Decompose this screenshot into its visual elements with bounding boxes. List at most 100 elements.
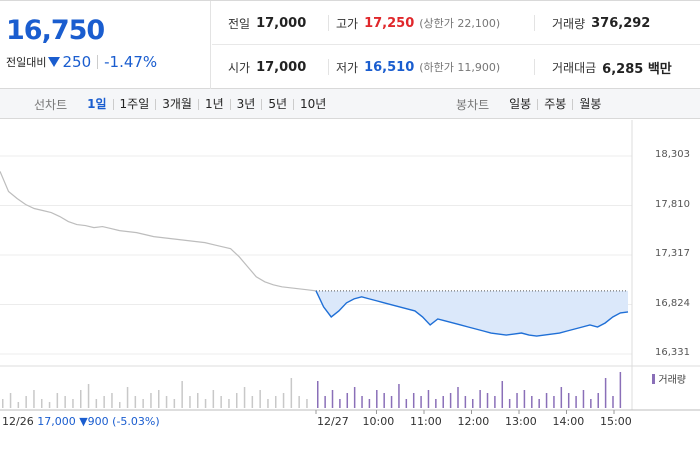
x-tick-label: 10:00	[362, 415, 395, 428]
volume-bar	[95, 399, 98, 408]
volume-bar	[604, 378, 607, 408]
volume-bar	[87, 384, 90, 408]
down-triangle-icon	[48, 57, 61, 67]
volume-bar	[582, 390, 585, 408]
period-tab-5[interactable]: 5년	[261, 98, 293, 110]
volume-bar	[228, 399, 230, 408]
divider	[328, 15, 329, 31]
volume-bar	[442, 396, 444, 408]
today-fill-area	[316, 290, 628, 337]
previous-day-line	[0, 171, 317, 292]
volume-bar	[17, 402, 20, 408]
volume-bar	[368, 399, 371, 408]
x-tick-label: 12/27	[317, 415, 349, 428]
period-tab-6[interactable]: 10년	[293, 98, 332, 110]
volume-bar	[173, 399, 176, 408]
volume-bar	[464, 396, 467, 408]
volume-bar	[306, 399, 308, 408]
volume-bar	[560, 387, 563, 408]
volume-bar	[472, 399, 474, 408]
volume-bar	[282, 393, 285, 408]
volume-bar	[405, 399, 408, 408]
volume-bar	[553, 396, 555, 408]
chart-toolbar: 선차트 1일 1주일 3개월 1년 3년 5년 10년 봉차트 일봉 주봉 월봉	[0, 89, 700, 119]
volume-bar	[80, 390, 82, 408]
volume-bar	[376, 390, 378, 408]
divider	[328, 59, 329, 75]
stat-label: 고가	[336, 16, 359, 31]
volume-bar	[597, 393, 599, 408]
volume-bar	[457, 387, 459, 408]
volume-bar	[212, 390, 215, 408]
line-chart-periods: 선차트 1일 1주일 3개월 1년 3년 5년 10년	[34, 89, 332, 119]
period-tab-0[interactable]: 1일	[87, 96, 107, 111]
quote-header: 16,750 전일대비 250 -1.47% 전일 17,000 고가 17,2…	[0, 0, 700, 89]
candle-tab-1[interactable]: 주봉	[537, 98, 572, 110]
volume-bar	[236, 393, 238, 408]
volume-bar	[126, 387, 129, 408]
volume-bar	[290, 378, 293, 408]
stat-value: 17,000	[256, 59, 307, 75]
price-chart: 12/26 17,000 ▼900 (-5.03%) 거래량 18,303 17,…	[0, 120, 700, 450]
volume-bar	[353, 387, 356, 408]
volume-bar	[251, 396, 254, 408]
x-tick-label: 14:00	[552, 415, 585, 428]
current-price: 16,750	[6, 15, 105, 46]
volume-bar	[508, 399, 511, 408]
period-tab-3[interactable]: 1년	[197, 98, 230, 110]
y-tick-label: 16,824	[655, 297, 690, 309]
volume-legend: 거래량	[652, 371, 686, 386]
y-tick-label: 17,810	[655, 198, 690, 210]
volume-bar	[420, 396, 422, 408]
period-tab-2[interactable]: 3개월	[155, 98, 198, 110]
volume-bar	[412, 393, 415, 408]
stat-label: 시가	[228, 60, 251, 75]
volume-bar	[134, 396, 137, 408]
candle-tab-2[interactable]: 월봉	[572, 98, 607, 110]
x-tick-label: 11:00	[410, 415, 442, 428]
price-box: 16,750 전일대비 250 -1.47%	[0, 1, 211, 89]
stat-label: 거래대금	[552, 60, 597, 75]
volume-bar	[494, 396, 496, 408]
volume-bar	[339, 399, 341, 408]
volume-bar	[41, 399, 43, 408]
volume-bar	[189, 396, 191, 408]
volume-bar	[64, 396, 66, 408]
x-tick-label: 12:00	[457, 415, 490, 428]
change-percent: -1.47%	[104, 53, 158, 71]
volume-bar	[501, 381, 504, 408]
stats-row-1: 전일 17,000 고가 17,250 (상한가 22,100) 거래량 376…	[212, 1, 700, 45]
volume-swatch	[652, 373, 656, 384]
stat-limit: (하한가 11,900)	[419, 61, 501, 74]
y-tick-label: 17,317	[655, 248, 690, 259]
prev-day-info: 12/26 17,000 ▼900 (-5.03%)	[2, 415, 160, 428]
x-tick-label: 15:00	[600, 415, 632, 428]
volume-bar	[575, 396, 577, 408]
volume-bar	[590, 399, 592, 408]
x-tick-label: 13:00	[505, 415, 537, 428]
divider	[534, 15, 535, 31]
volume-bar	[204, 399, 207, 408]
volume-bar	[545, 393, 548, 408]
volume-bar	[2, 399, 4, 408]
volume-bar	[567, 393, 570, 408]
volume-bar	[427, 390, 430, 408]
volume-bar	[56, 393, 59, 408]
stat-value: 16,510	[364, 59, 415, 75]
today-price-line	[315, 290, 629, 337]
volume-bar	[531, 396, 533, 408]
stat-value: 6,285 백만	[602, 61, 672, 77]
volume-bar	[361, 396, 363, 408]
volume-bar	[435, 399, 437, 408]
candle-tab-0[interactable]: 일봉	[509, 96, 532, 111]
divider	[97, 55, 99, 69]
stat-trade-value: 거래대금 6,285 백만	[552, 45, 672, 89]
line-chart-label: 선차트	[34, 97, 68, 112]
period-tab-4[interactable]: 3년	[229, 98, 262, 110]
volume-bar	[25, 396, 27, 408]
volume-bar	[220, 396, 222, 408]
stat-low: 저가 16,510 (하한가 11,900)	[336, 45, 500, 89]
volume-bar	[398, 384, 400, 408]
volume-bar	[158, 390, 160, 408]
period-tab-1[interactable]: 1주일	[112, 98, 156, 110]
